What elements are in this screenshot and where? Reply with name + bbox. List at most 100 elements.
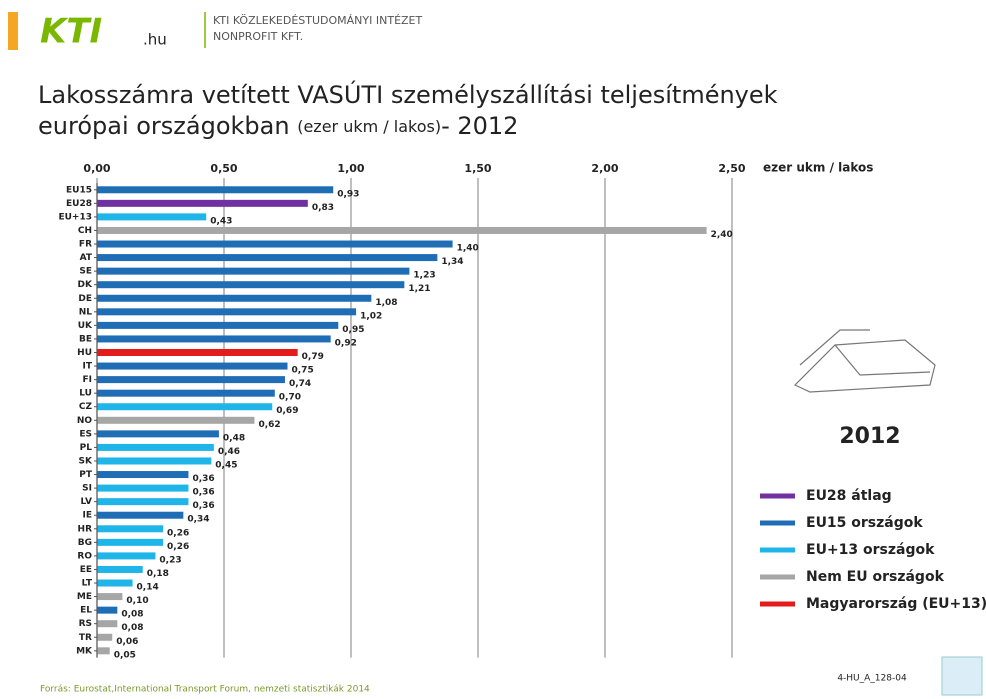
value-label: 1,08 xyxy=(375,298,397,308)
corner-box xyxy=(942,657,982,695)
bar xyxy=(97,349,298,356)
value-label: 0,23 xyxy=(159,555,181,565)
y-tick-label: DE xyxy=(78,294,92,304)
value-label: 1,02 xyxy=(360,311,382,321)
bar xyxy=(97,295,371,302)
y-tick-label: EU28 xyxy=(66,199,92,209)
value-label: 0,18 xyxy=(147,569,169,579)
bar xyxy=(97,607,117,614)
y-tick-label: EE xyxy=(80,565,92,575)
org-type: NONPROFIT KFT. xyxy=(213,30,303,43)
org-name: KTI KÖZLEKEDÉSTUDOMÁNYI INTÉZET xyxy=(213,14,423,27)
bar xyxy=(97,444,214,451)
y-tick-label: RO xyxy=(77,551,92,561)
y-tick-label: FI xyxy=(83,375,93,385)
bar xyxy=(97,200,308,207)
value-label: 0,70 xyxy=(279,393,301,403)
bar xyxy=(97,335,331,342)
y-tick-label: MK xyxy=(76,646,93,656)
y-tick-label: ES xyxy=(79,429,92,439)
bar xyxy=(97,539,163,546)
value-label: 0,75 xyxy=(292,366,314,376)
title-year: - 2012 xyxy=(441,112,518,140)
value-label: 0,93 xyxy=(337,189,359,199)
value-label: 1,23 xyxy=(413,271,435,281)
bar xyxy=(97,186,333,193)
y-tick-label: IE xyxy=(83,511,93,521)
y-tick-label: EL xyxy=(80,606,92,616)
bar xyxy=(97,430,219,437)
page: KTI .hu KTI KÖZLEKEDÉSTUDOMÁNYI INTÉZET … xyxy=(0,0,986,699)
bar xyxy=(97,241,453,248)
bar xyxy=(97,417,254,424)
y-tick-label: HR xyxy=(78,524,93,534)
value-label: 0,92 xyxy=(335,338,357,348)
legend-label: EU28 átlag xyxy=(806,488,892,504)
y-tick-label: TR xyxy=(79,633,92,643)
x-tick-label: 0,50 xyxy=(210,162,237,175)
train-icon xyxy=(795,330,935,392)
chart: KTI .hu KTI KÖZLEKEDÉSTUDOMÁNYI INTÉZET … xyxy=(0,0,986,699)
bar xyxy=(97,634,112,641)
value-label: 0,10 xyxy=(126,596,148,606)
value-label: 0,36 xyxy=(192,474,214,484)
value-label: 0,26 xyxy=(167,528,189,538)
y-tick-label: SE xyxy=(79,267,92,277)
value-label: 0,36 xyxy=(192,488,214,498)
logo-suffix: .hu xyxy=(143,31,167,49)
title-unit: (ezer ukm / lakos) xyxy=(297,117,441,136)
title-main: európai országokban xyxy=(38,112,290,140)
bar xyxy=(97,580,133,587)
y-tick-label: AT xyxy=(80,253,93,263)
chart-title: Lakosszámra vetített VASÚTI személyszáll… xyxy=(38,79,778,109)
y-tick-label: BG xyxy=(78,538,92,548)
value-label: 0,46 xyxy=(218,447,240,457)
bar xyxy=(97,281,404,288)
logo-bar xyxy=(8,12,18,50)
axis-label: ezer ukm / lakos xyxy=(763,161,873,175)
bar xyxy=(97,647,110,654)
x-tick-label: 0,00 xyxy=(83,162,110,175)
value-label: 0,62 xyxy=(258,420,280,430)
bar xyxy=(97,254,437,261)
value-label: 0,26 xyxy=(167,542,189,552)
value-label: 0,34 xyxy=(187,515,209,525)
bar xyxy=(97,457,211,464)
y-tick-label: ME xyxy=(77,592,92,602)
bar xyxy=(97,390,275,397)
value-label: 0,48 xyxy=(223,433,245,443)
bar xyxy=(97,512,183,519)
y-tick-label: LU xyxy=(79,389,92,399)
source: Forrás: Eurostat,International Transport… xyxy=(40,685,370,695)
legend-label: EU15 országok xyxy=(806,515,923,531)
value-label: 1,40 xyxy=(457,244,479,254)
x-tick-label: 1,00 xyxy=(337,162,364,175)
bar xyxy=(97,498,188,505)
legend-label: Nem EU országok xyxy=(806,569,945,585)
value-label: 2,40 xyxy=(711,230,733,240)
y-tick-label: PT xyxy=(79,470,93,480)
y-tick-label: CH xyxy=(78,226,92,236)
y-tick-label: FR xyxy=(79,240,92,250)
value-label: 0,74 xyxy=(289,379,311,389)
x-tick-label: 1,50 xyxy=(464,162,491,175)
y-tick-label: EU+13 xyxy=(58,212,92,222)
side-year: 2012 xyxy=(839,424,900,449)
value-label: 0,95 xyxy=(342,325,364,335)
bar xyxy=(97,552,155,559)
value-label: 0,08 xyxy=(121,610,143,620)
bar xyxy=(97,227,707,234)
y-tick-label: LT xyxy=(82,579,93,589)
logo: KTI xyxy=(40,12,102,52)
y-tick-label: UK xyxy=(78,321,93,331)
legend-label: Magyarország (EU+13) xyxy=(806,596,986,612)
value-label: 0,43 xyxy=(210,216,232,226)
y-tick-label: SK xyxy=(79,456,93,466)
bar xyxy=(97,268,409,275)
value-label: 0,08 xyxy=(121,623,143,633)
bar xyxy=(97,593,122,600)
bar xyxy=(97,376,285,383)
bar xyxy=(97,525,163,532)
chart-title-line2: európai országokban (ezer ukm / lakos)- … xyxy=(38,112,518,140)
y-tick-label: BE xyxy=(79,334,92,344)
